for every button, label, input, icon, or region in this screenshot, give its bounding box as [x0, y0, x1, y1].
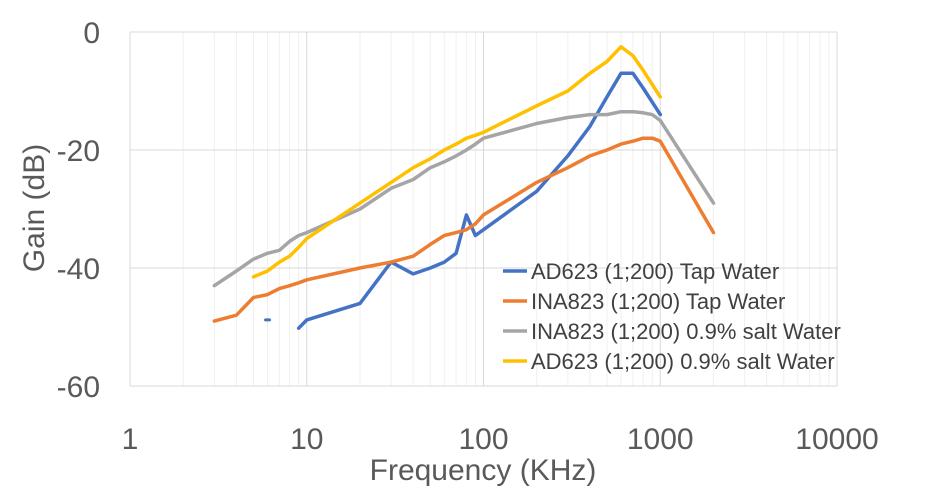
x-tick-label: 1000: [627, 423, 694, 456]
x-axis-ticks: 1 10 100 1000 10000: [122, 423, 879, 456]
y-tick-label: -20: [57, 135, 100, 168]
legend-label: INA823 (1;200) Tap Water: [531, 289, 785, 314]
legend-label: INA823 (1;200) 0.9% salt Water: [531, 319, 841, 344]
series-2-line: [212, 136, 716, 323]
y-tick-label: -60: [57, 371, 100, 404]
legend: AD623 (1;200) Tap Water INA823 (1;200) Ta…: [503, 259, 841, 374]
legend-label: AD623 (1;200) Tap Water: [531, 259, 779, 284]
y-tick-label: 0: [83, 17, 100, 50]
x-tick-label: 1: [122, 423, 139, 456]
y-axis-ticks: 0 -20 -40 -60: [57, 17, 100, 404]
legend-label: AD623 (1;200) 0.9% salt Water: [531, 349, 835, 374]
x-tick-label: 10: [290, 423, 323, 456]
y-tick-label: -40: [57, 253, 100, 286]
series-4-line: [251, 45, 663, 279]
x-tick-label: 10000: [795, 423, 878, 456]
series-3-line: [212, 109, 716, 288]
x-axis-title: Frequency (KHz): [370, 454, 597, 487]
y-axis-title: Gain (dB): [18, 144, 51, 272]
series-lines: [212, 45, 716, 330]
grid-lines: [129, 31, 838, 387]
x-tick-label: 100: [458, 423, 508, 456]
